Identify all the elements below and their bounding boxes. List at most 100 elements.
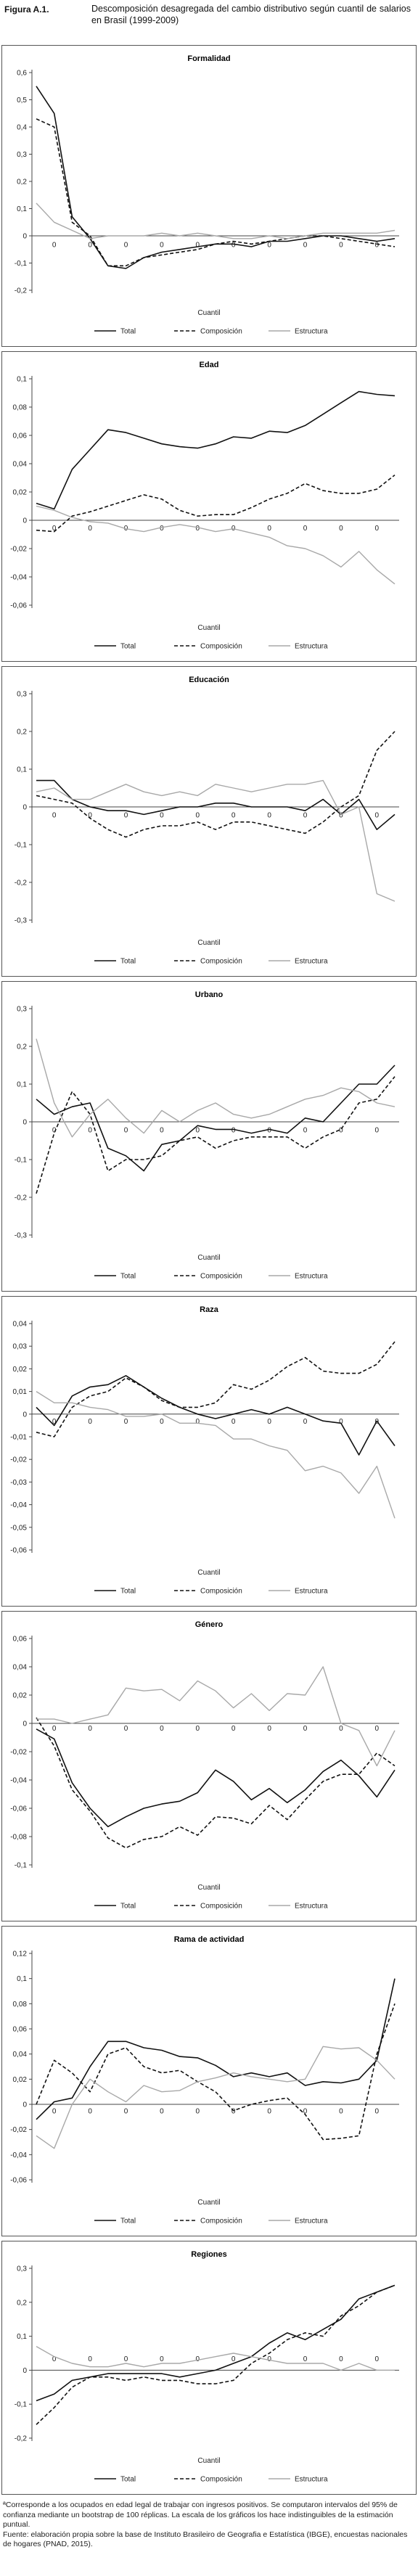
- chart-panel-3: Educación -0,3 -0,2 -0,1 0 0,1 0,2 0,3 0 0 0 0 0 0 0 0 0…: [0, 665, 418, 978]
- y-tick-label: -0,06: [10, 602, 27, 610]
- figure-header: Figura A.1. Descomposición desagregada d…: [0, 0, 418, 46]
- y-tick-label: -0,1: [15, 1862, 28, 1870]
- x-marker-label: 0: [196, 1126, 200, 1134]
- x-marker-label: 0: [303, 2108, 308, 2116]
- series-line-estructura: [36, 2345, 395, 2371]
- y-tick-label: 0,1: [17, 766, 27, 774]
- x-marker-label: 0: [267, 525, 271, 533]
- panel-frame: [1, 351, 417, 662]
- series-line-total: [36, 779, 396, 830]
- x-marker-label: 0: [124, 1126, 128, 1134]
- y-tick-label: -0,2: [15, 879, 28, 887]
- y-tick-label: -0,1: [15, 2401, 28, 2409]
- x-marker-label: 0: [375, 811, 380, 819]
- series-line-composicin: [36, 731, 396, 838]
- y-tick-label: 0: [22, 1720, 27, 1728]
- x-axis-label: Cuantil: [197, 1254, 220, 1262]
- x-marker-label: 0: [88, 1725, 92, 1733]
- x-marker-label: 0: [160, 241, 164, 249]
- x-marker-label: 0: [267, 811, 271, 819]
- y-tick-label: 0,2: [17, 729, 27, 737]
- y-tick-label: -0,02: [10, 1456, 27, 1464]
- x-marker-label: 0: [160, 1126, 164, 1134]
- x-axis-label: Cuantil: [197, 939, 220, 947]
- y-tick-label: -0,1: [15, 842, 28, 850]
- panel-frame: [1, 45, 417, 347]
- x-marker-label: 0: [375, 1725, 380, 1733]
- y-tick-label: -0,05: [10, 1524, 27, 1532]
- chart-svg: Rama de actividad -0,06 -0,04 -0,02 0 0,02 0,0…: [1, 1926, 417, 2236]
- legend-label: Total: [120, 1903, 136, 1911]
- x-marker-label: 0: [160, 2108, 164, 2116]
- y-tick-label: -0,06: [10, 1805, 27, 1813]
- panel-frame: [1, 2241, 417, 2495]
- legend-label: Total: [120, 1588, 136, 1596]
- y-tick-label: -0,3: [15, 917, 28, 925]
- y-tick-label: 0,3: [17, 151, 27, 159]
- y-tick-label: -0,3: [15, 1232, 28, 1240]
- y-tick-label: 0: [22, 517, 27, 525]
- x-marker-label: 0: [52, 241, 57, 249]
- y-tick-label: 0,6: [17, 70, 27, 78]
- legend-label: Estructura: [295, 1588, 328, 1596]
- x-axis-label: Cuantil: [197, 2199, 220, 2207]
- x-marker-label: 0: [303, 525, 308, 533]
- chart-panel-6: Género -0,1 -0,08 -0,06 -0,04 -0,02 0 0,02 0,04 0…: [0, 1609, 418, 1923]
- x-marker-label: 0: [339, 2355, 343, 2363]
- chart-svg: Edad -0,06 -0,04 -0,02 0 0,02 0,04 0,06 0,08 0,1 0…: [1, 351, 417, 662]
- x-marker-label: 0: [196, 1418, 200, 1426]
- y-tick-label: 0,3: [17, 2265, 27, 2273]
- x-marker-label: 0: [88, 1418, 92, 1426]
- x-marker-label: 0: [124, 2108, 128, 2116]
- x-marker-label: 0: [303, 811, 308, 819]
- x-marker-label: 0: [196, 2355, 200, 2363]
- y-tick-label: -0,04: [10, 574, 27, 582]
- x-marker-label: 0: [303, 241, 308, 249]
- panel-frame: [1, 1926, 417, 2236]
- legend-label: Composición: [200, 2476, 242, 2484]
- legend-label: Composición: [200, 1903, 242, 1911]
- chart-svg: Urbano -0,3 -0,2 -0,1 0 0,1 0,2 0,3 0 0 0 0 0 0 0 0 0 0 Cu…: [1, 981, 417, 1292]
- x-marker-label: 0: [231, 811, 236, 819]
- y-tick-label: -0,02: [10, 1749, 27, 1757]
- y-tick-label: 0,1: [17, 1975, 27, 1983]
- y-tick-label: 0,06: [13, 2026, 28, 2034]
- x-axis-label: Cuantil: [197, 309, 220, 317]
- x-marker-label: 0: [196, 1725, 200, 1733]
- x-marker-label: 0: [124, 241, 128, 249]
- y-tick-label: 0,06: [13, 1636, 28, 1644]
- x-marker-label: 0: [52, 525, 57, 533]
- x-marker-label: 0: [375, 241, 380, 249]
- chart-title: Formalidad: [187, 54, 230, 63]
- legend-label: Total: [120, 2476, 136, 2484]
- legend-label: Composición: [200, 643, 242, 651]
- y-tick-label: 0: [22, 1119, 27, 1127]
- x-marker-label: 0: [160, 1418, 164, 1426]
- y-tick-label: -0,2: [15, 2435, 28, 2443]
- y-tick-label: -0,02: [10, 546, 27, 554]
- panel-frame: [1, 1296, 417, 1607]
- x-marker-label: 0: [160, 811, 164, 819]
- x-axis-label: Cuantil: [197, 1569, 220, 1577]
- series-line-total: [36, 390, 396, 510]
- legend-label: Total: [120, 643, 136, 651]
- figure-title: Descomposición desagregada del cambio di…: [91, 4, 411, 25]
- x-marker-label: 0: [339, 1126, 343, 1134]
- chart-panel-2: Edad -0,06 -0,04 -0,02 0 0,02 0,04 0,06 0,08 0,1 0…: [0, 350, 418, 663]
- x-marker-label: 0: [267, 2355, 271, 2363]
- series-line-total: [36, 1978, 396, 2120]
- x-marker-label: 0: [160, 525, 164, 533]
- x-marker-label: 0: [160, 2355, 164, 2363]
- figure-label: Figura A.1.: [4, 4, 49, 15]
- y-tick-label: 0,5: [17, 97, 27, 104]
- y-tick-label: -0,04: [10, 2152, 27, 2159]
- x-marker-label: 0: [88, 811, 92, 819]
- x-marker-label: 0: [375, 2355, 380, 2363]
- legend-label: Total: [120, 328, 136, 336]
- y-tick-label: 0,2: [17, 2299, 27, 2307]
- chart-title: Urbano: [195, 990, 224, 999]
- y-tick-label: 0,1: [17, 2333, 27, 2341]
- y-tick-label: 0,04: [13, 1664, 28, 1672]
- legend-label: Composición: [200, 2218, 242, 2226]
- y-tick-label: 0,08: [13, 404, 28, 412]
